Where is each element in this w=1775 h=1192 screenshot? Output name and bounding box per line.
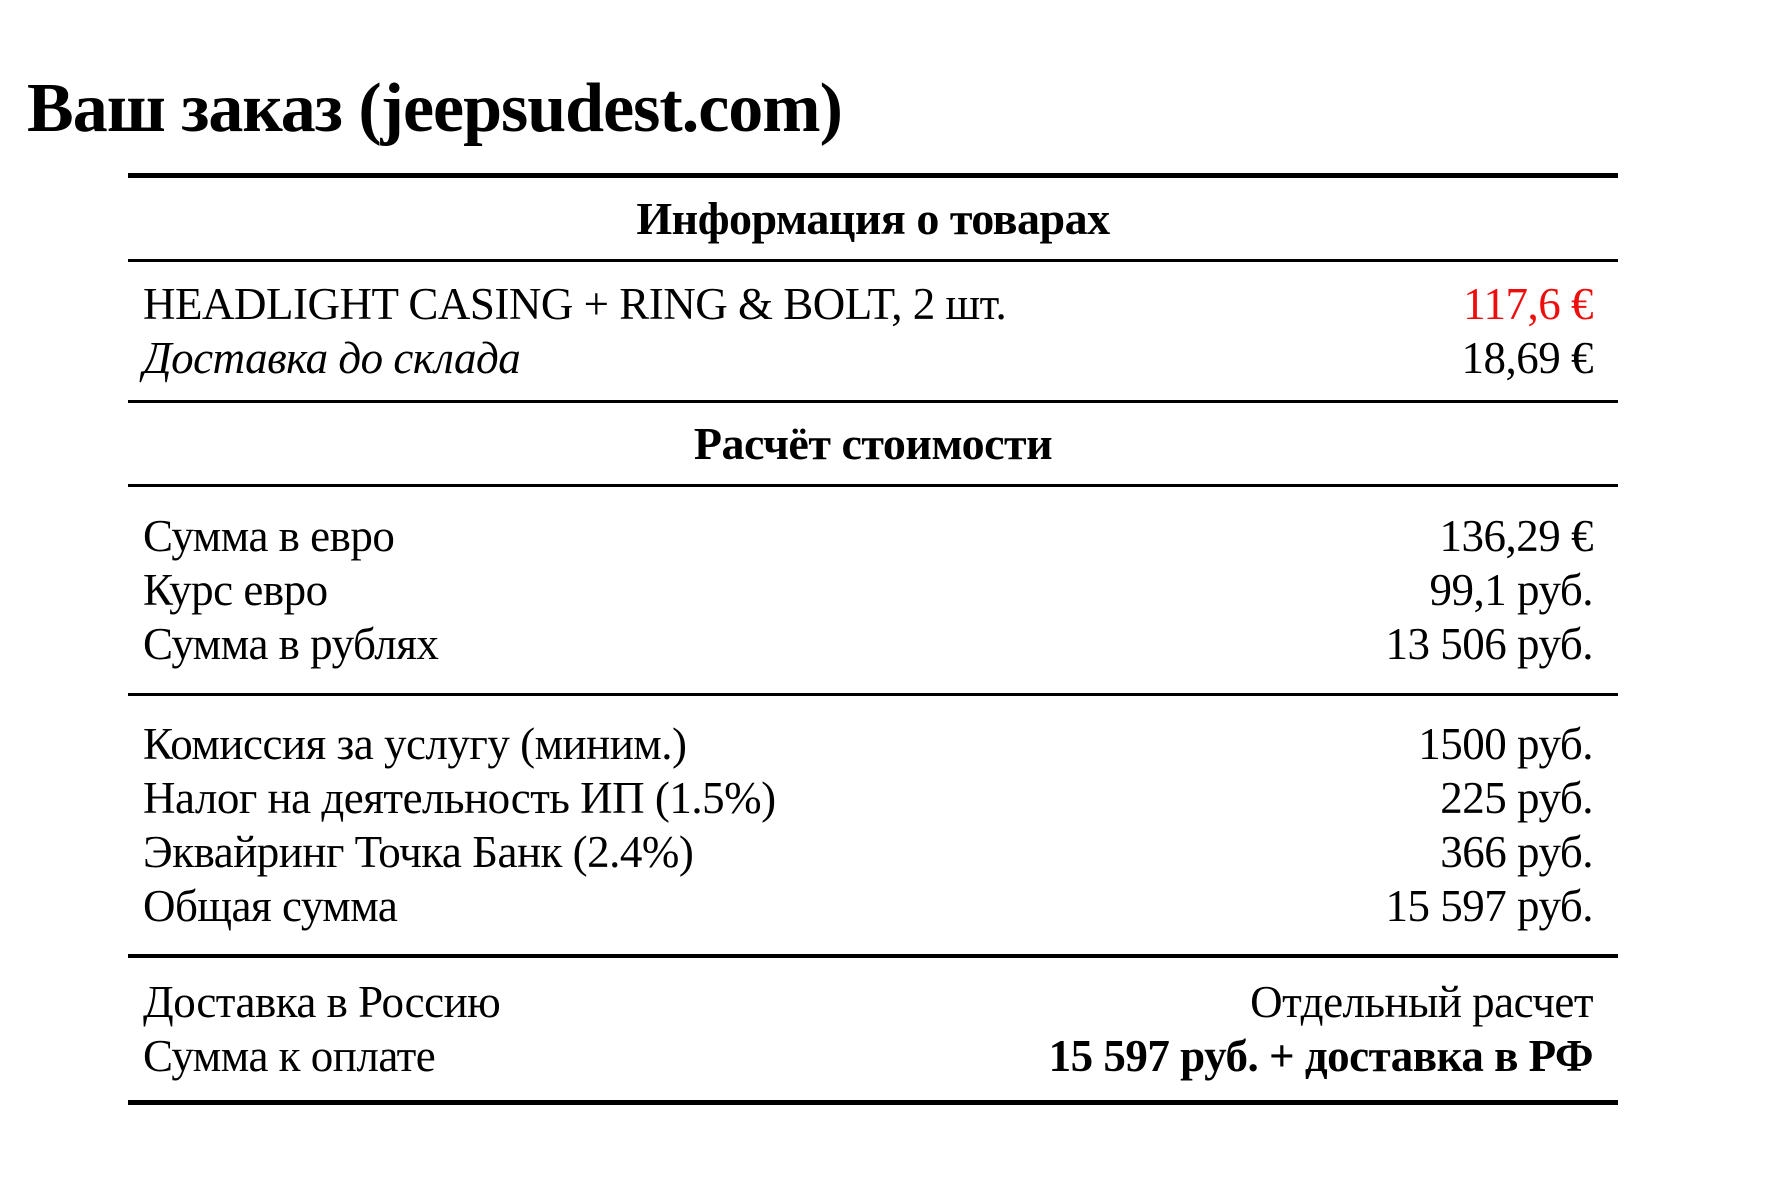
totals-group: Доставка в Россию Отдельный расчет Сумма…	[128, 958, 1618, 1100]
row-label: Курс евро	[143, 565, 328, 615]
divider	[128, 693, 1618, 696]
row-label: Эквайринг Точка Банк (2.4%)	[143, 827, 694, 877]
table-row: Налог на деятельность ИП (1.5%) 225 руб.	[128, 771, 1618, 825]
row-label: Доставка до склада	[143, 333, 521, 383]
table-row: Курс евро 99,1 руб.	[128, 563, 1618, 617]
row-label: Сумма в евро	[143, 511, 395, 561]
row-label: Сумма к оплате	[143, 1031, 436, 1081]
divider	[128, 484, 1618, 487]
calc-group-fees: Комиссия за услугу (миним.) 1500 руб. На…	[128, 696, 1618, 954]
divider	[128, 259, 1618, 262]
row-value: 1500 руб.	[1418, 719, 1593, 769]
calc-group-euro: Сумма в евро 136,29 € Курс евро 99,1 руб…	[128, 487, 1618, 693]
row-value: 136,29 €	[1439, 511, 1594, 561]
row-label: Общая сумма	[143, 881, 398, 931]
table-row: Общая сумма 15 597 руб.	[128, 879, 1618, 933]
table-row: Эквайринг Точка Банк (2.4%) 366 руб.	[128, 825, 1618, 879]
order-table: Информация о товарах HEADLIGHT CASING + …	[128, 173, 1618, 1105]
row-label: Комиссия за услугу (миним.)	[143, 719, 687, 769]
table-row: HEADLIGHT CASING + RING & BOLT, 2 шт. 11…	[128, 277, 1618, 331]
row-label: Сумма в рублях	[143, 619, 439, 669]
divider	[128, 400, 1618, 403]
table-row: Сумма в рублях 13 506 руб.	[128, 617, 1618, 671]
row-label: HEADLIGHT CASING + RING & BOLT, 2 шт.	[143, 279, 1007, 329]
table-bottom-rule	[128, 1100, 1618, 1105]
table-row: Доставка до склада 18,69 €	[128, 331, 1618, 385]
row-value: 13 506 руб.	[1385, 619, 1594, 669]
table-row: Комиссия за услугу (миним.) 1500 руб.	[128, 717, 1618, 771]
items-group: HEADLIGHT CASING + RING & BOLT, 2 шт. 11…	[128, 262, 1618, 400]
row-value: Отдельный расчет	[1250, 977, 1593, 1027]
table-row: Доставка в Россию Отдельный расчет	[128, 975, 1618, 1029]
table-row: Сумма к оплате 15 597 руб. + доставка в …	[128, 1029, 1618, 1083]
row-value: 15 597 руб. + доставка в РФ	[1048, 1031, 1594, 1081]
table-row: Сумма в евро 136,29 €	[128, 509, 1618, 563]
row-value: 15 597 руб.	[1385, 881, 1594, 931]
table-top-rule	[128, 173, 1618, 178]
row-label: Доставка в Россию	[143, 977, 501, 1027]
row-label: Налог на деятельность ИП (1.5%)	[143, 773, 776, 823]
divider	[128, 954, 1618, 958]
row-value: 366 руб.	[1440, 827, 1593, 877]
row-value: 18,69 €	[1461, 333, 1594, 383]
section-header-items: Информация о товарах	[636, 193, 1110, 244]
row-value: 99,1 руб.	[1429, 565, 1594, 615]
row-value: 117,6 €	[1463, 279, 1593, 329]
row-value: 225 руб.	[1440, 773, 1593, 823]
page-title: Ваш заказ (jeepsudest.com)	[27, 69, 843, 147]
section-header-calc: Расчёт стоимости	[693, 418, 1053, 469]
